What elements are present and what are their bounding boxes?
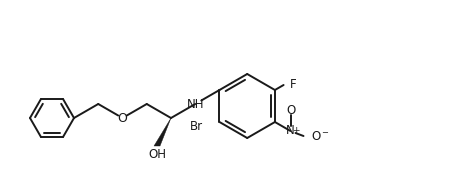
Text: OH: OH [148,147,166,160]
Text: O: O [286,104,295,117]
Text: Br: Br [190,120,203,133]
Text: F: F [289,79,296,92]
Text: +: + [292,126,299,135]
Text: O: O [117,112,127,125]
Text: O$^-$: O$^-$ [310,130,329,143]
Text: NH: NH [186,98,204,111]
Text: N: N [286,125,295,138]
Polygon shape [154,118,171,146]
